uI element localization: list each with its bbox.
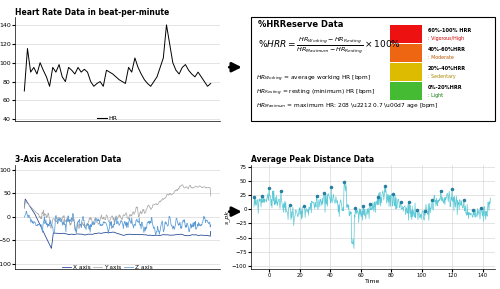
Z axis (22, 216, 28, 219)
Text: Average Peak Distance Data: Average Peak Distance Data (251, 155, 374, 164)
Text: 20%-40%HRR: 20%-40%HRR (428, 66, 466, 71)
Y axis (158, 200, 164, 203)
X axis (140, 233, 145, 236)
Text: $HR_{Maximum}$ = maximum HR: 208 \u2212 0.7 \u00d7 age [bpm]: $HR_{Maximum}$ = maximum HR: 208 \u2212 … (256, 101, 438, 110)
Z axis (96, 219, 102, 222)
Line: Z axis: Z axis (24, 211, 210, 235)
Y axis (72, 227, 78, 231)
Y-axis label: s_pk: s_pk (224, 210, 230, 224)
Y axis (22, 207, 28, 210)
Z axis (139, 220, 145, 224)
X axis (48, 247, 54, 250)
Y axis (44, 214, 50, 218)
Y axis (208, 194, 214, 198)
X axis (22, 206, 28, 209)
X-axis label: Time: Time (366, 279, 380, 284)
FancyBboxPatch shape (390, 25, 422, 43)
Text: : Vigorous/High: : Vigorous/High (428, 36, 464, 41)
Y axis (180, 183, 186, 187)
Z axis (23, 210, 29, 213)
Text: : Moderate: : Moderate (428, 55, 454, 60)
FancyBboxPatch shape (390, 44, 422, 62)
Text: Heart Rate Data in beat-per-minute: Heart Rate Data in beat-per-minute (15, 8, 169, 16)
Y axis (139, 211, 145, 215)
Text: : Sedentary: : Sedentary (428, 74, 456, 79)
X axis (22, 197, 28, 201)
Z axis (208, 223, 214, 227)
Z axis (157, 230, 163, 234)
Text: 0%-20%HRR: 0%-20%HRR (428, 85, 462, 90)
Text: : Light: : Light (428, 93, 443, 98)
Y axis (96, 223, 102, 226)
Text: $\%HRR = \frac{HR_{Working}-HR_{Resting}}{HR_{Maximum}-HR_{Resting}} \times 100\: $\%HRR = \frac{HR_{Working}-HR_{Resting}… (258, 35, 402, 56)
Legend: HR: HR (94, 113, 120, 123)
X axis (96, 231, 102, 235)
Y axis (82, 224, 88, 227)
Text: $HR_{Resting}$ = resting (minimum) HR [bpm]: $HR_{Resting}$ = resting (minimum) HR [b… (256, 88, 375, 98)
Z axis (82, 225, 88, 229)
Text: 3-Axis Acceleration Data: 3-Axis Acceleration Data (15, 155, 122, 164)
FancyBboxPatch shape (390, 63, 422, 81)
X axis (83, 233, 89, 236)
Z axis (158, 225, 164, 228)
X axis (44, 238, 50, 241)
Y axis (156, 200, 162, 203)
Line: X axis: X axis (24, 199, 210, 249)
X axis (157, 234, 163, 237)
Text: $HR_{Working}$ = average working HR [bpm]: $HR_{Working}$ = average working HR [bpm… (256, 73, 371, 84)
X axis (208, 230, 214, 233)
Text: %HRReserve Data: %HRReserve Data (258, 21, 344, 29)
Z axis (152, 234, 158, 237)
Legend: X axis, Y axis, Z axis: X axis, Y axis, Z axis (60, 262, 154, 272)
FancyBboxPatch shape (390, 82, 422, 100)
Text: 60%-100% HRR: 60%-100% HRR (428, 27, 471, 33)
X axis (158, 234, 164, 237)
Line: Y axis: Y axis (24, 185, 210, 229)
Z axis (44, 222, 50, 225)
Text: 40%-60%HRR: 40%-60%HRR (428, 47, 466, 51)
FancyBboxPatch shape (251, 17, 495, 121)
